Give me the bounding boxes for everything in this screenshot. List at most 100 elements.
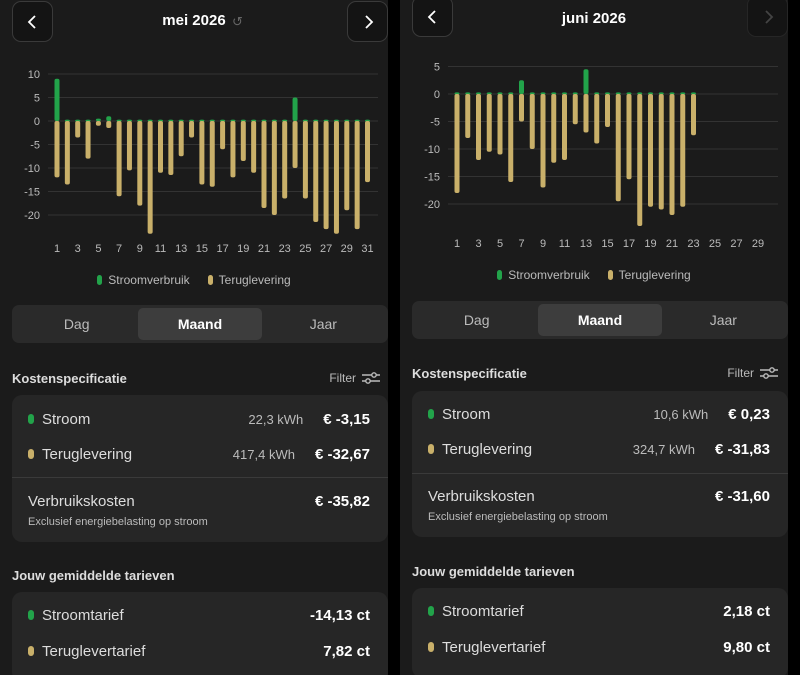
bar-stroomverbruik[interactable] xyxy=(519,80,524,94)
bar-stroomverbruik[interactable] xyxy=(562,92,567,95)
bar-stroomverbruik[interactable] xyxy=(126,119,132,122)
tab-jaar[interactable]: Jaar xyxy=(709,312,737,328)
bar-stroomverbruik[interactable] xyxy=(282,119,288,122)
bar-stroomverbruik[interactable] xyxy=(669,92,675,95)
bar-teruglevering[interactable] xyxy=(54,121,60,178)
bar-stroomverbruik[interactable] xyxy=(540,92,546,95)
bar-stroomverbruik[interactable] xyxy=(261,119,267,122)
bar-stroomverbruik[interactable] xyxy=(476,92,481,95)
bar-teruglevering[interactable] xyxy=(497,94,503,155)
bar-stroomverbruik[interactable] xyxy=(209,119,215,122)
bar-teruglevering[interactable] xyxy=(465,94,471,138)
previous-month-button[interactable] xyxy=(12,1,53,42)
bar-stroomverbruik[interactable] xyxy=(572,92,578,95)
bar-teruglevering[interactable] xyxy=(189,121,195,138)
bar-stroomverbruik[interactable] xyxy=(333,119,339,122)
tab-dag[interactable]: Dag xyxy=(463,312,490,328)
bar-stroomverbruik[interactable] xyxy=(106,116,112,121)
previous-month-button[interactable] xyxy=(412,0,453,37)
bar-teruglevering[interactable] xyxy=(313,121,319,223)
bar-stroomverbruik[interactable] xyxy=(178,119,184,122)
bar-teruglevering[interactable] xyxy=(178,121,184,157)
bar-stroomverbruik[interactable] xyxy=(648,92,653,95)
bar-teruglevering[interactable] xyxy=(209,121,215,187)
bar-stroomverbruik[interactable] xyxy=(465,92,471,95)
bar-teruglevering[interactable] xyxy=(637,94,643,226)
bar-stroomverbruik[interactable] xyxy=(529,92,535,95)
bar-teruglevering[interactable] xyxy=(486,94,492,152)
bar-stroomverbruik[interactable] xyxy=(168,119,174,122)
bar-stroomverbruik[interactable] xyxy=(158,119,163,122)
bar-stroomverbruik[interactable] xyxy=(85,119,91,122)
bar-teruglevering[interactable] xyxy=(529,94,535,149)
bar-teruglevering[interactable] xyxy=(648,94,653,207)
bar-teruglevering[interactable] xyxy=(292,121,298,168)
bar-stroomverbruik[interactable] xyxy=(271,119,277,122)
bar-stroomverbruik[interactable] xyxy=(292,97,298,122)
bar-teruglevering[interactable] xyxy=(626,94,632,180)
bar-teruglevering[interactable] xyxy=(220,121,226,150)
bar-teruglevering[interactable] xyxy=(75,121,81,138)
bar-teruglevering[interactable] xyxy=(476,94,481,160)
bar-teruglevering[interactable] xyxy=(562,94,567,160)
bar-stroomverbruik[interactable] xyxy=(454,92,460,95)
bar-teruglevering[interactable] xyxy=(365,121,370,183)
bar-teruglevering[interactable] xyxy=(64,121,70,185)
bar-teruglevering[interactable] xyxy=(137,121,143,206)
bar-stroomverbruik[interactable] xyxy=(486,92,492,95)
bar-stroomverbruik[interactable] xyxy=(551,92,557,95)
bar-teruglevering[interactable] xyxy=(519,94,524,122)
bar-stroomverbruik[interactable] xyxy=(137,119,143,122)
bar-stroomverbruik[interactable] xyxy=(240,119,246,122)
filter-button[interactable]: Filter xyxy=(727,366,778,380)
bar-teruglevering[interactable] xyxy=(302,121,308,199)
bar-teruglevering[interactable] xyxy=(615,94,621,202)
bar-teruglevering[interactable] xyxy=(199,121,205,185)
bar-teruglevering[interactable] xyxy=(551,94,557,163)
bar-stroomverbruik[interactable] xyxy=(365,119,370,122)
tab-maand[interactable]: Maand xyxy=(138,308,262,340)
bar-stroomverbruik[interactable] xyxy=(189,119,195,122)
bar-stroomverbruik[interactable] xyxy=(323,119,329,122)
bar-teruglevering[interactable] xyxy=(669,94,675,215)
bar-stroomverbruik[interactable] xyxy=(615,92,621,95)
bar-stroomverbruik[interactable] xyxy=(691,92,696,95)
bar-stroomverbruik[interactable] xyxy=(230,119,236,122)
bar-teruglevering[interactable] xyxy=(147,121,153,234)
bar-teruglevering[interactable] xyxy=(271,121,277,215)
bar-stroomverbruik[interactable] xyxy=(497,92,503,95)
bar-teruglevering[interactable] xyxy=(344,121,350,211)
bar-stroomverbruik[interactable] xyxy=(95,118,101,121)
next-month-button[interactable] xyxy=(747,0,788,37)
bar-stroomverbruik[interactable] xyxy=(75,119,81,122)
bar-teruglevering[interactable] xyxy=(158,121,163,173)
bar-teruglevering[interactable] xyxy=(658,94,664,210)
bar-teruglevering[interactable] xyxy=(691,94,696,136)
tab-jaar[interactable]: Jaar xyxy=(309,316,337,332)
bar-stroomverbruik[interactable] xyxy=(583,69,589,94)
bar-teruglevering[interactable] xyxy=(333,121,339,234)
bar-teruglevering[interactable] xyxy=(454,94,460,193)
bar-teruglevering[interactable] xyxy=(680,94,686,207)
bar-teruglevering[interactable] xyxy=(261,121,267,208)
bar-stroomverbruik[interactable] xyxy=(147,119,153,122)
bar-teruglevering[interactable] xyxy=(251,121,257,173)
bar-teruglevering[interactable] xyxy=(583,94,589,133)
bar-teruglevering[interactable] xyxy=(572,94,578,125)
filter-button[interactable]: Filter xyxy=(329,371,380,385)
bar-stroomverbruik[interactable] xyxy=(680,92,686,95)
bar-teruglevering[interactable] xyxy=(282,121,288,199)
bar-teruglevering[interactable] xyxy=(354,121,360,230)
bar-stroomverbruik[interactable] xyxy=(302,119,308,122)
bar-teruglevering[interactable] xyxy=(106,121,112,129)
bar-stroomverbruik[interactable] xyxy=(594,92,600,95)
bar-stroomverbruik[interactable] xyxy=(508,92,514,95)
reset-icon[interactable]: ↺ xyxy=(232,14,243,29)
bar-teruglevering[interactable] xyxy=(85,121,91,159)
tab-maand[interactable]: Maand xyxy=(538,304,662,336)
bar-stroomverbruik[interactable] xyxy=(637,92,643,95)
bar-teruglevering[interactable] xyxy=(540,94,546,188)
bar-teruglevering[interactable] xyxy=(230,121,236,178)
bar-stroomverbruik[interactable] xyxy=(658,92,664,95)
bar-teruglevering[interactable] xyxy=(126,121,132,171)
